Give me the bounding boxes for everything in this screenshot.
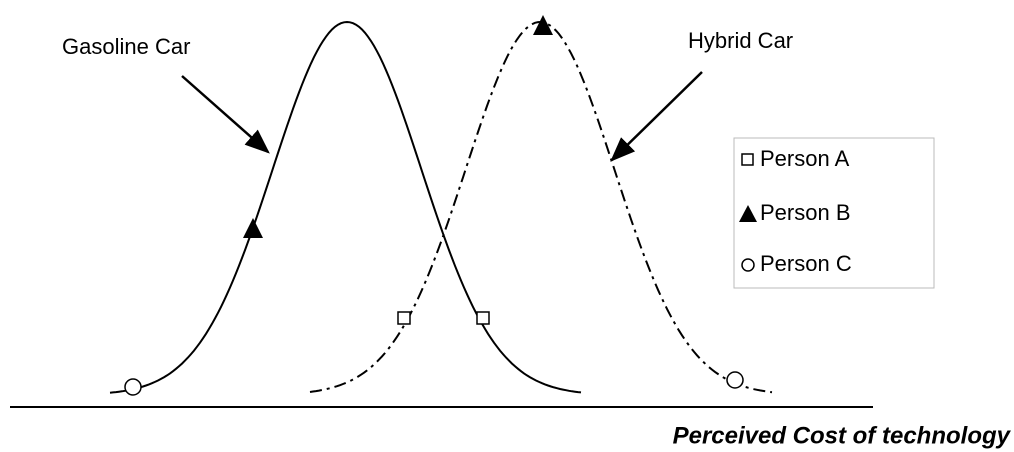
axis-label: Perceived Cost of technology (673, 422, 1012, 449)
person-c-marker (124, 378, 142, 396)
legend-symbol (739, 205, 757, 222)
legend-symbol (741, 153, 754, 166)
gasoline-curve (109, 20, 582, 394)
person-c-marker (726, 371, 744, 389)
person-a-marker (476, 311, 490, 325)
legend-label: Person C (760, 251, 852, 276)
person-b-marker (533, 15, 553, 35)
hybrid-label: Hybrid Car (688, 28, 793, 53)
legend-label: Person A (760, 146, 850, 171)
person-b-marker (243, 218, 263, 238)
legend-symbol (741, 258, 755, 272)
hybrid-arrow (610, 71, 703, 162)
hybrid-curve (309, 20, 773, 394)
gasoline-label: Gasoline Car (62, 34, 190, 59)
legend-label: Person B (760, 200, 851, 225)
person-a-marker (397, 311, 411, 325)
gasoline-arrow (181, 75, 270, 154)
legend-box (733, 137, 935, 289)
